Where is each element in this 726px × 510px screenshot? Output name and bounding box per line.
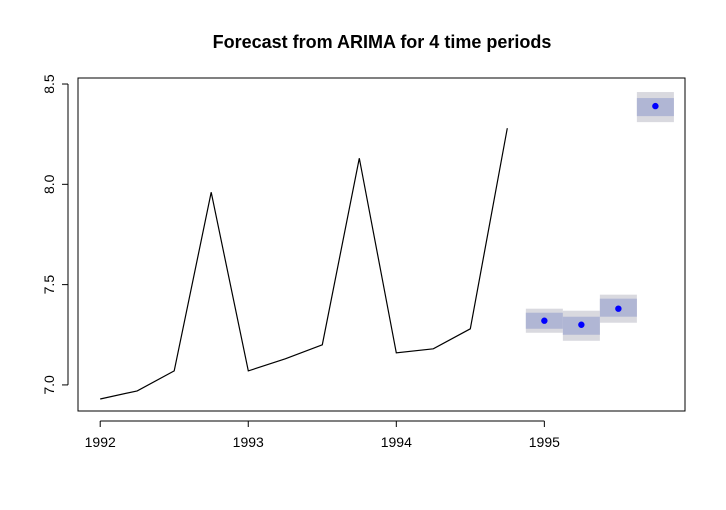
- x-tick-label: 1992: [85, 434, 116, 450]
- forecast-point: [652, 102, 659, 110]
- y-tick-label: 7.0: [41, 375, 57, 395]
- x-tick-label: 1993: [233, 434, 264, 450]
- y-tick-label: 7.5: [41, 275, 57, 295]
- x-axis: 1992 1993 1994 1995: [85, 420, 560, 450]
- x-tick-label: 1994: [381, 434, 412, 450]
- forecast-point: [541, 317, 548, 324]
- observed-series: [100, 128, 508, 400]
- plot-frame: [77, 77, 686, 412]
- y-tick-label: 8.5: [41, 74, 57, 94]
- forecast-points: [541, 102, 659, 328]
- forecast-bands-80: [525, 98, 674, 335]
- observed-line: [100, 128, 508, 400]
- forecast-point: [578, 321, 585, 328]
- x-tick-label: 1995: [529, 434, 560, 450]
- forecast-point: [615, 305, 622, 312]
- y-axis: 7.0 7.5 8.0 8.5: [41, 74, 69, 395]
- chart-title: Forecast from ARIMA for 4 time periods: [213, 32, 552, 52]
- y-tick-label: 8.0: [41, 174, 57, 194]
